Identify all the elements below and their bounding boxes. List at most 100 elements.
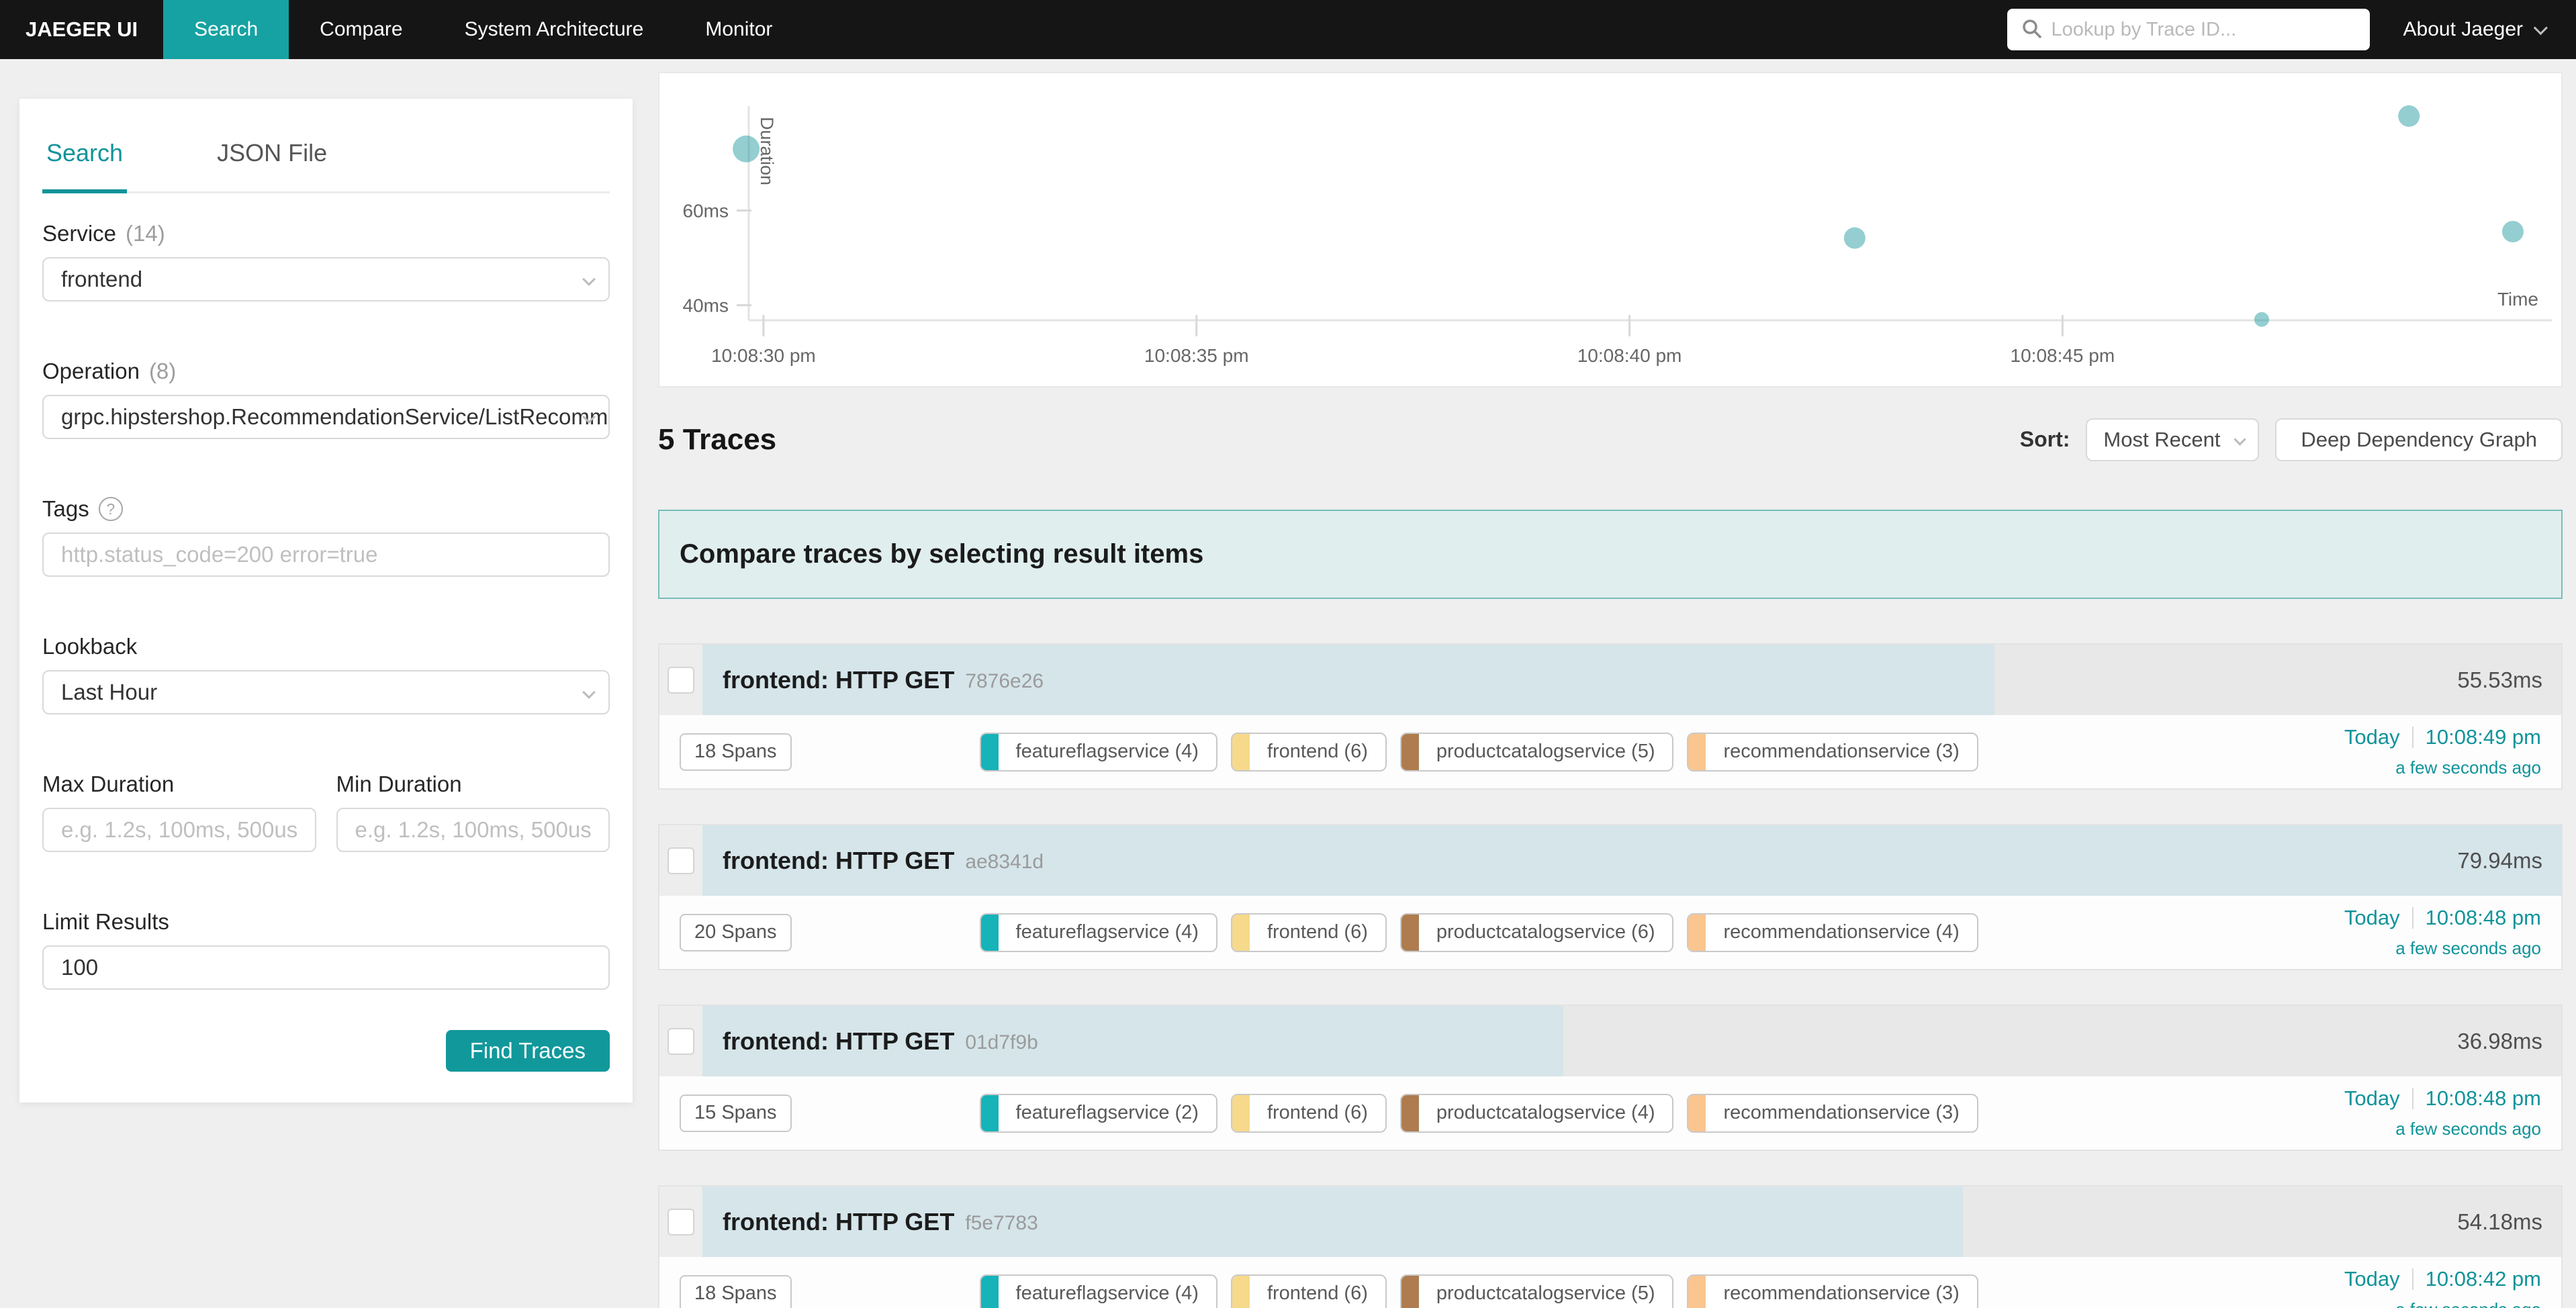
scatter-plot: 40ms 60ms 10:08:30 pm 10:08:35 pm 10:08:40 p… <box>683 105 2552 366</box>
service-color-swatch <box>1401 914 1419 951</box>
min-duration-input[interactable] <box>336 808 610 852</box>
trace-duration: 55.53ms <box>2457 667 2542 692</box>
trace-card-header: frontend: HTTP GET 01d7f9b 36.98ms <box>659 1006 2561 1076</box>
trace-card-body: 18 Spans featureflagservice (4) frontend… <box>659 715 2561 788</box>
trace-id-lookup-input[interactable] <box>2007 9 2370 50</box>
trace-date: Today <box>2344 1086 2400 1110</box>
trace-id: ae8341d <box>965 850 1044 873</box>
divider <box>2411 727 2413 748</box>
svg-text:Duration: Duration <box>757 117 777 185</box>
trace-relative-time: a few seconds ago <box>2395 1119 2541 1139</box>
service-tag: featureflagservice (4) <box>979 1274 1217 1308</box>
trace-card-header: frontend: HTTP GET ae8341d 79.94ms <box>659 825 2561 896</box>
svg-text:10:08:35 pm: 10:08:35 pm <box>1144 345 1249 366</box>
trace-select-checkbox[interactable] <box>668 847 694 874</box>
service-tag: productcatalogservice (5) <box>1399 1274 1674 1308</box>
chevron-down-icon <box>582 273 596 286</box>
trace-title-link[interactable]: frontend: HTTP GET ae8341d <box>723 846 1044 874</box>
trace-id: 7876e26 <box>965 669 1044 692</box>
service-tags: featureflagservice (4) frontend (6) prod… <box>979 732 1978 772</box>
service-color-swatch <box>1401 1275 1419 1308</box>
chevron-down-icon <box>2533 20 2548 35</box>
trace-select-checkbox[interactable] <box>668 1208 694 1235</box>
span-count-pill: 15 Spans <box>680 1094 792 1132</box>
trace-select-checkbox[interactable] <box>668 666 694 694</box>
trace-card-body: 15 Spans featureflagservice (2) frontend… <box>659 1076 2561 1150</box>
app-brand: JAEGER UI <box>26 17 138 41</box>
nav-item-compare[interactable]: Compare <box>320 18 403 40</box>
trace-result-card[interactable]: frontend: HTTP GET ae8341d 79.94ms 20 Sp… <box>658 824 2563 970</box>
service-color-swatch <box>980 1094 999 1131</box>
operation-select[interactable]: grpc.hipstershop.RecommendationService/L… <box>42 395 610 439</box>
service-color-swatch <box>1232 733 1250 770</box>
divider <box>2411 1088 2413 1109</box>
trace-title-link[interactable]: frontend: HTTP GET 01d7f9b <box>723 1027 1038 1055</box>
trace-duration: 36.98ms <box>2457 1028 2542 1054</box>
sort-select-value: Most Recent <box>2103 427 2221 451</box>
service-label: Service (14) <box>42 221 165 246</box>
trace-select-checkbox[interactable] <box>668 1027 694 1055</box>
trace-relative-time: a few seconds ago <box>2395 938 2541 958</box>
service-color-swatch <box>1401 1094 1419 1131</box>
trace-result-card[interactable]: frontend: HTTP GET 01d7f9b 36.98ms 15 Sp… <box>658 1005 2563 1151</box>
help-question-icon[interactable]: ? <box>98 497 123 521</box>
nav-item-system-architecture[interactable]: System Architecture <box>464 18 644 40</box>
nav-item-search[interactable]: Search <box>163 0 289 59</box>
trace-title-link[interactable]: frontend: HTTP GET f5e7783 <box>723 1207 1038 1235</box>
svg-text:10:08:40 pm: 10:08:40 pm <box>1577 345 1682 366</box>
compare-traces-banner: Compare traces by selecting result items <box>658 510 2563 599</box>
service-select-value: frontend <box>61 267 143 291</box>
tags-input[interactable] <box>42 532 610 577</box>
search-icon <box>2022 19 2041 39</box>
operation-count: (8) <box>148 359 177 383</box>
trace-title-link[interactable]: frontend: HTTP GET 7876e26 <box>723 665 1044 694</box>
min-duration-label: Min Duration <box>336 772 462 796</box>
service-tag: recommendationservice (3) <box>1687 732 1978 772</box>
span-count-pill: 18 Spans <box>680 1274 792 1308</box>
trace-time: 10:08:48 pm <box>2425 1086 2541 1110</box>
service-tag: frontend (6) <box>1230 1093 1387 1133</box>
trace-time: 10:08:48 pm <box>2425 906 2541 929</box>
service-tags: featureflagservice (2) frontend (6) prod… <box>979 1093 1978 1133</box>
trace-duration: 79.94ms <box>2457 847 2542 873</box>
about-jaeger-menu[interactable]: About Jaeger <box>2397 0 2576 59</box>
trace-card-header: frontend: HTTP GET 7876e26 55.53ms <box>659 645 2561 715</box>
trace-date: Today <box>2344 1267 2400 1291</box>
deep-dependency-graph-button[interactable]: Deep Dependency Graph <box>2275 418 2563 461</box>
duration-bar <box>702 825 2561 896</box>
limit-results-input[interactable] <box>42 945 610 990</box>
service-count: (14) <box>126 221 165 246</box>
tags-label: Tags ? <box>42 496 610 522</box>
service-color-swatch <box>980 1275 999 1308</box>
trace-result-card[interactable]: frontend: HTTP GET f5e7783 54.18ms 18 Sp… <box>658 1185 2563 1308</box>
nav-spacer <box>803 0 2007 59</box>
svg-text:Time: Time <box>2497 289 2538 310</box>
sidebar-tabs: Search JSON File <box>42 123 610 193</box>
find-traces-button[interactable]: Find Traces <box>445 1030 610 1072</box>
divider <box>2411 907 2413 929</box>
service-tag: recommendationservice (4) <box>1687 913 1978 952</box>
chevron-down-icon <box>582 686 596 699</box>
service-tag: featureflagservice (4) <box>979 913 1217 952</box>
span-count-pill: 20 Spans <box>680 913 792 951</box>
sort-select[interactable]: Most Recent <box>2086 418 2260 461</box>
service-tag: frontend (6) <box>1230 913 1387 952</box>
compare-traces-banner-text: Compare traces by selecting result items <box>680 539 1204 569</box>
service-tag: featureflagservice (2) <box>979 1093 1217 1133</box>
tab-search[interactable]: Search <box>42 123 128 193</box>
tab-json-file[interactable]: JSON File <box>217 139 328 167</box>
service-color-swatch <box>980 914 999 951</box>
chevron-down-icon <box>2234 432 2247 446</box>
service-select[interactable]: frontend <box>42 257 610 301</box>
span-count-pill: 18 Spans <box>680 733 792 771</box>
trace-result-card[interactable]: frontend: HTTP GET 7876e26 55.53ms 18 Sp… <box>658 643 2563 790</box>
duration-scatter-chart[interactable]: 40ms 60ms 10:08:30 pm 10:08:35 pm 10:08:40 p… <box>658 72 2563 387</box>
trace-time: 10:08:49 pm <box>2425 725 2541 749</box>
nav-item-monitor[interactable]: Monitor <box>705 18 773 40</box>
trace-id: f5e7783 <box>965 1211 1038 1234</box>
service-color-swatch <box>1688 1275 1706 1308</box>
service-color-swatch <box>1232 1094 1250 1131</box>
service-tag: frontend (6) <box>1230 1274 1387 1308</box>
max-duration-input[interactable] <box>42 808 316 852</box>
lookback-select[interactable]: Last Hour <box>42 670 610 714</box>
